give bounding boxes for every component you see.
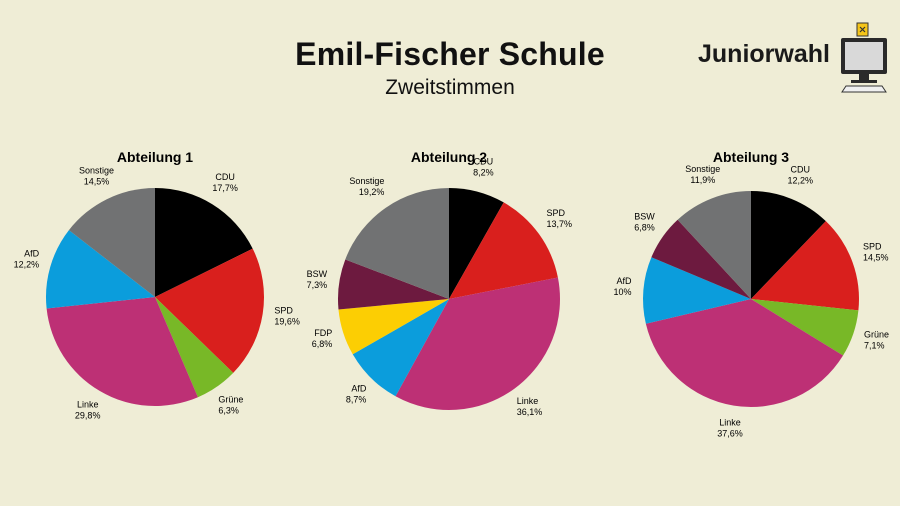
slice-value-sonstige: 11,9% (690, 175, 715, 185)
slice-label-afd: AfD (616, 276, 632, 286)
pie-slice-spd (751, 221, 859, 311)
pie-slice-afd (642, 257, 751, 324)
slice-label-spd: SPD (547, 208, 566, 218)
juniorwahl-logo-text: Juniorwahl (698, 40, 830, 68)
slice-label-gruene: Grüne (864, 330, 889, 340)
pie-slice-linke (395, 277, 560, 410)
slice-label-afd: AfD (24, 249, 40, 259)
slice-value-cdu: 17,7% (212, 183, 238, 193)
pie-slice-bsw (651, 219, 751, 299)
slice-label-linke: Linke (719, 417, 741, 427)
slice-label-cdu: CDU (474, 157, 494, 167)
pie-slice-sonstige (677, 191, 751, 299)
slice-label-gruene: Grüne (218, 395, 243, 405)
slice-label-bsw: BSW (307, 269, 328, 279)
slice-value-spd: 14,5% (863, 253, 889, 263)
pie-slice-linke (645, 299, 844, 408)
slice-label-linke: Linke (517, 396, 539, 406)
slice-value-bsw: 6,8% (634, 222, 655, 232)
pie-slice-fdp (338, 299, 449, 355)
slice-value-spd: 13,7% (547, 219, 573, 229)
slice-label-sonstige: Sonstige (349, 176, 384, 186)
slice-value-linke: 36,1% (517, 407, 543, 417)
slice-value-sonstige: 14,5% (84, 177, 110, 187)
pie-slice-gruene (751, 299, 859, 356)
slice-label-fdp: FDP (314, 328, 332, 338)
pie-slice-cdu (751, 191, 826, 299)
chart-title: Abteilung 3 (713, 149, 789, 165)
slice-value-cdu: 12,2% (788, 176, 814, 186)
pie-slice-linke (46, 297, 198, 407)
slice-value-afd: 10% (613, 287, 631, 297)
chart-title: Abteilung 2 (411, 149, 487, 165)
slice-label-bsw: BSW (634, 211, 655, 221)
slice-value-afd: 12,2% (14, 260, 40, 270)
pie-slice-spd (449, 202, 558, 299)
slice-value-fdp: 6,8% (312, 339, 333, 349)
pie-slice-afd (352, 299, 449, 397)
slice-value-spd: 19,6% (274, 317, 300, 327)
slice-label-sonstige: Sonstige (79, 166, 114, 176)
pie-slice-cdu (449, 188, 504, 299)
slice-value-linke: 29,8% (75, 411, 101, 421)
page-subtitle: Zweitstimmen (385, 76, 515, 99)
slice-label-linke: Linke (77, 400, 99, 410)
slice-label-spd: SPD (274, 306, 293, 316)
slice-value-linke: 37,6% (717, 428, 743, 438)
pie-slice-sonstige (68, 188, 155, 297)
pie-slice-afd (45, 230, 155, 309)
pie-slice-cdu (155, 188, 253, 297)
slice-label-sonstige: Sonstige (685, 164, 720, 174)
slice-value-sonstige: 19,2% (359, 187, 385, 197)
page-title: Emil-Fischer Schule (295, 36, 605, 72)
computer-ballot-icon (841, 22, 887, 93)
slice-label-spd: SPD (863, 242, 882, 252)
slice-value-afd: 8,7% (346, 394, 367, 404)
pie-slice-spd (155, 248, 265, 373)
slice-value-gruene: 6,3% (218, 406, 239, 416)
slice-label-cdu: CDU (791, 165, 811, 175)
slice-label-afd: AfD (351, 383, 367, 393)
slice-value-gruene: 7,1% (864, 341, 885, 351)
pie-slice-gruene (155, 297, 234, 398)
slice-value-bsw: 7,3% (307, 280, 328, 290)
pie-slice-sonstige (345, 188, 449, 299)
slice-label-cdu: CDU (215, 172, 235, 182)
pie-slice-bsw (337, 259, 449, 310)
slice-value-cdu: 8,2% (473, 168, 494, 178)
chart-title: Abteilung 1 (117, 149, 193, 165)
